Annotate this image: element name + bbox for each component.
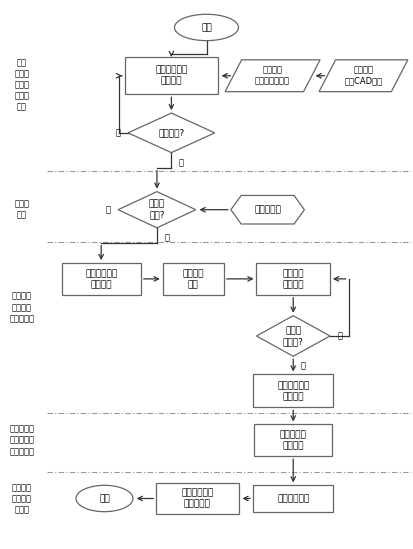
Bar [125,57,218,94]
Text: 干扰机
开机?: 干扰机 开机? [149,200,165,220]
Text: 否: 否 [338,332,343,340]
Text: 扩展目标
三维CAD模型: 扩展目标 三维CAD模型 [344,66,382,86]
Text: 机载雷达
发射信号
截获与重构: 机载雷达 发射信号 截获与重构 [9,292,34,323]
Text: 是: 是 [164,233,169,242]
Text: 功率调制并发
射干扰信号: 功率调制并发 射干扰信号 [181,489,214,508]
Text: 设置附加相移: 设置附加相移 [277,494,309,503]
Text: 干扰机
开机: 干扰机 开机 [14,200,29,220]
Text: 完成特
征提取?: 完成特 征提取? [283,326,304,346]
Polygon shape [128,113,215,153]
Polygon shape [319,60,408,92]
Bar [62,263,141,295]
Bar [253,485,333,512]
Text: 开始: 开始 [201,23,212,32]
Text: 扩展
目标的
散射特
性模板
建库: 扩展 目标的 散射特 性模板 建库 [14,58,29,112]
Text: 侦收制导雷达
辐射信号: 侦收制导雷达 辐射信号 [85,269,117,289]
Bar [254,424,332,456]
Bar [163,263,224,295]
Bar [256,263,330,295]
Text: 是: 是 [179,158,184,167]
Bar [253,374,333,407]
Text: 扩展目标
的干扰信
号生成: 扩展目标 的干扰信 号生成 [12,483,32,514]
Text: 实时位置
解算: 实时位置 解算 [183,269,204,289]
Text: 扩展目标散射
特性导入: 扩展目标散射 特性导入 [155,66,188,86]
Polygon shape [118,192,196,228]
Text: 基于卷积运
算的多散射
点回波合成: 基于卷积运 算的多散射 点回波合成 [9,425,34,456]
Polygon shape [256,316,330,356]
Text: 否: 否 [115,128,120,137]
Text: 卷积目标距
离像特性: 卷积目标距 离像特性 [280,430,307,450]
Polygon shape [231,195,304,224]
Text: 结束: 结束 [99,494,110,503]
Text: 扩展目标
一维距离像模板: 扩展目标 一维距离像模板 [255,66,290,86]
Text: 执行辐射
特征提取: 执行辐射 特征提取 [282,269,304,289]
Text: 是: 是 [301,362,306,371]
Text: 重构制导雷达
发射信号: 重构制导雷达 发射信号 [277,381,309,401]
Bar [156,483,239,514]
Ellipse shape [76,485,133,512]
Text: 装载成功?: 装载成功? [158,128,185,137]
Polygon shape [225,60,320,92]
Ellipse shape [175,14,239,41]
Text: 否: 否 [105,205,110,214]
Text: 无人机航迹: 无人机航迹 [254,205,281,214]
